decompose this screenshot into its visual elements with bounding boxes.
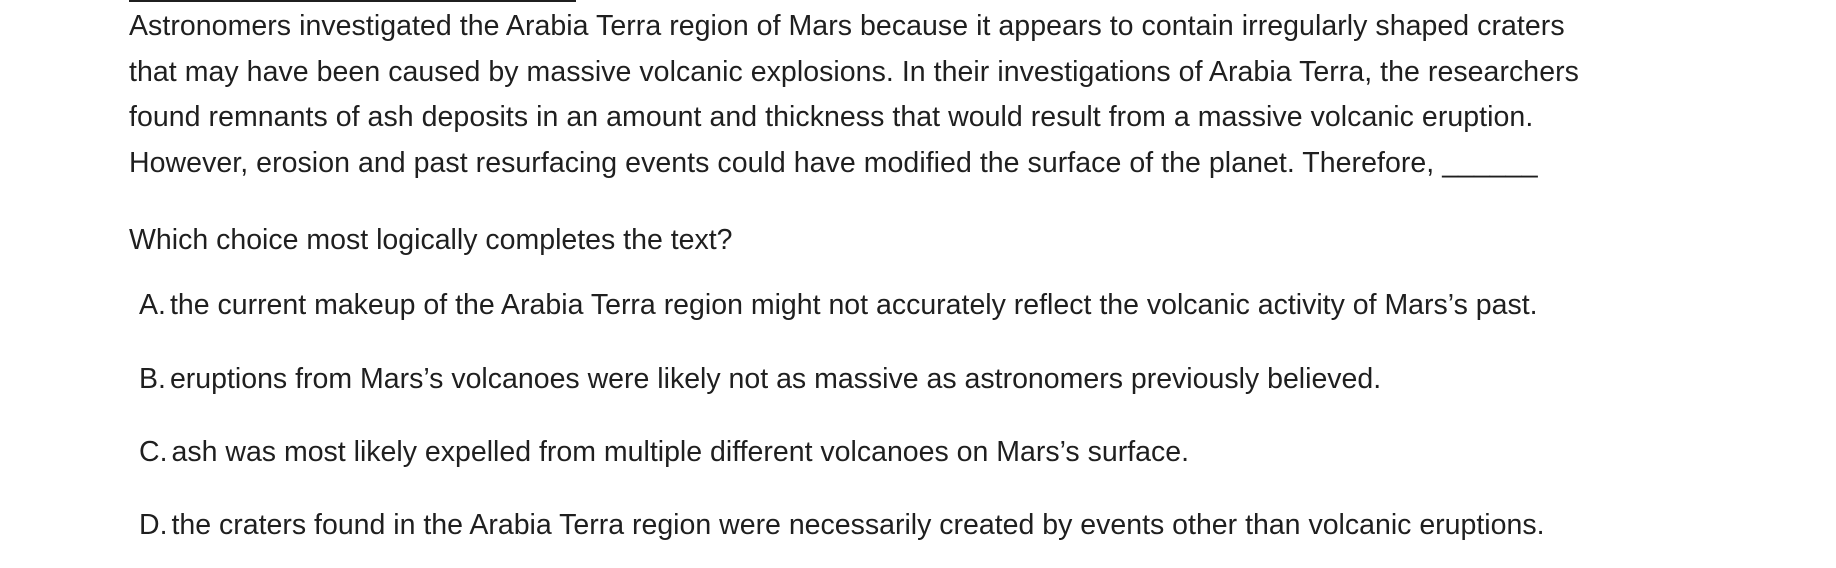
choice-letter: D. xyxy=(139,509,168,541)
choice-c[interactable]: C. ash was most likely expelled from mult… xyxy=(139,432,1189,472)
passage-line: However, erosion and past resurfacing ev… xyxy=(129,146,1538,179)
choice-a[interactable]: A. the current makeup of the Arabia Terra… xyxy=(139,285,1538,325)
choice-letter: C. xyxy=(139,436,168,468)
question-prompt: Which choice most logically completes th… xyxy=(129,224,733,256)
choice-letter: A. xyxy=(139,289,166,321)
passage-line: that may have been caused by massive vol… xyxy=(129,55,1579,88)
choice-text: the current makeup of the Arabia Terra r… xyxy=(169,289,1538,321)
choice-text: ash was most likely expelled from multip… xyxy=(171,436,1189,468)
choice-d[interactable]: D. the craters found in the Arabia Terra … xyxy=(139,505,1545,545)
top-divider-rule xyxy=(129,0,576,2)
choice-text: the craters found in the Arabia Terra re… xyxy=(171,509,1545,541)
choice-text: eruptions from Mars’s volcanoes were lik… xyxy=(169,363,1382,395)
passage-text: Astronomers investigated the Arabia Terr… xyxy=(129,4,1829,186)
passage-line: found remnants of ash deposits in an amo… xyxy=(129,101,1534,133)
choice-b[interactable]: B. eruptions from Mars’s volcanoes were l… xyxy=(139,359,1381,399)
choice-letter: B. xyxy=(139,363,166,395)
passage-line: Astronomers investigated the Arabia Terr… xyxy=(129,10,1565,42)
